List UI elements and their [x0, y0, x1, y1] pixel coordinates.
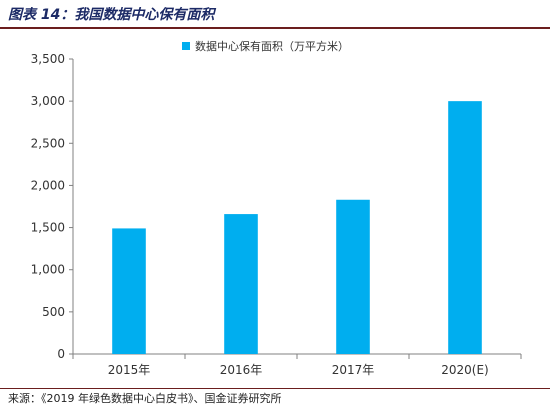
y-tick-label: 1,500: [31, 221, 65, 235]
title-divider: [0, 27, 550, 29]
y-tick-label: 500: [42, 305, 65, 319]
y-axis: 0 500 1,000 1,500 2,000 2,500 3,000 3,500: [31, 52, 74, 361]
bar: [112, 228, 146, 354]
y-tick-label: 2,500: [31, 136, 65, 150]
bar: [448, 101, 482, 355]
bar-series: [112, 101, 482, 355]
x-tick-label: 2015年: [108, 363, 151, 377]
x-tick-label: 2017年: [332, 363, 375, 377]
x-tick-label: 2016年: [220, 363, 263, 377]
legend-swatch: [182, 42, 190, 50]
y-tick-label: 2,000: [31, 178, 65, 192]
bar: [336, 199, 370, 354]
figure-title: 图表 14：我国数据中心保有面积: [8, 7, 215, 23]
source-divider: [0, 388, 550, 389]
source-note: 来源：《2019 年绿色数据中心白皮书》、国金证券研究所: [8, 392, 282, 405]
y-tick-label: 3,500: [31, 52, 65, 66]
y-tick-label: 0: [57, 347, 65, 361]
y-tick-label: 3,000: [31, 94, 65, 108]
x-tick-label: 2020(E): [441, 363, 488, 377]
chart-legend: 数据中心保有面积（万平方米）: [182, 39, 349, 53]
legend-label: 数据中心保有面积（万平方米）: [195, 39, 349, 53]
bar-chart: 数据中心保有面积（万平方米） 0 500 1,000 1,500 2,000 2,500 3…: [31, 39, 522, 377]
x-axis: 2015年 2016年 2017年 2020(E): [72, 353, 522, 377]
bar: [224, 214, 258, 354]
y-tick-label: 1,000: [31, 263, 65, 277]
